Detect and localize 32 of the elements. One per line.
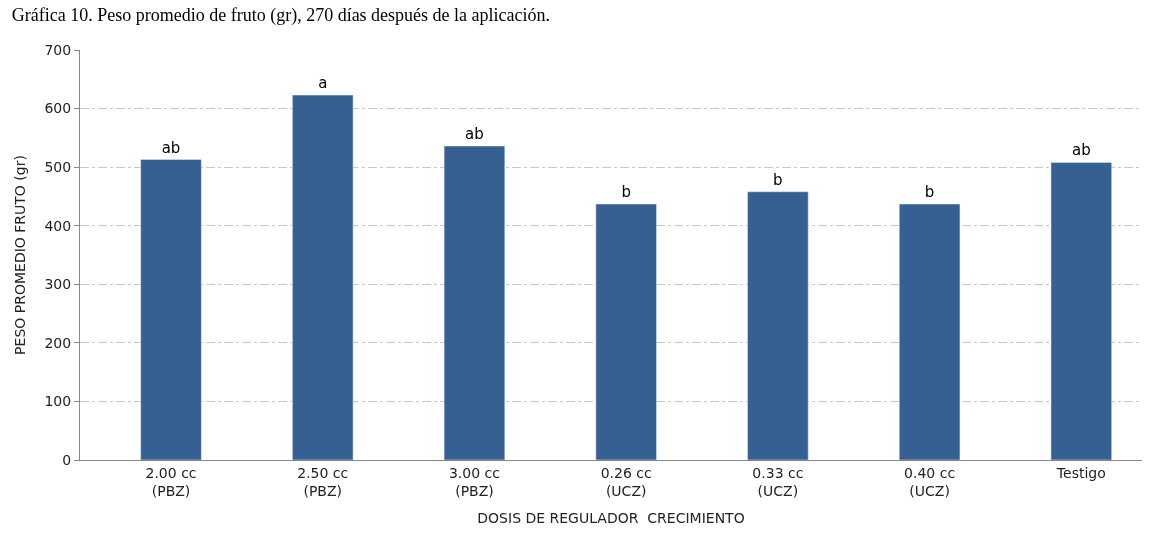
y-tick-label: 600	[44, 100, 72, 117]
x-tick-label: Testigo	[1055, 464, 1106, 481]
y-tick-label: 100	[44, 393, 72, 410]
y-tick-label: 700	[44, 41, 72, 58]
x-tick-label: 0.33 cc (UCZ)	[752, 464, 804, 499]
x-tick-label: 2.50 cc (PBZ)	[297, 464, 349, 499]
y-tick-label: 300	[44, 276, 72, 293]
y-tick-label: 500	[44, 159, 72, 176]
x-tick-label: 0.26 cc (UCZ)	[600, 464, 652, 499]
x-axis-title: DOSIS DE REGULADOR CRECIMIENTO	[477, 510, 745, 527]
x-tick-label: 2.00 cc (PBZ)	[145, 464, 197, 499]
y-axis-title: PESO PROMEDIO FRUTO (gr)	[12, 155, 29, 355]
x-tick-label: 0.40 cc (UCZ)	[904, 464, 956, 499]
data-label: b	[924, 183, 935, 202]
bar	[443, 145, 506, 460]
y-tick-label: 400	[44, 217, 72, 234]
y-tick-label: 0	[62, 451, 72, 468]
data-label: a	[318, 74, 328, 93]
data-label: ab	[1071, 141, 1091, 160]
x-tick-label: 3.00 cc (PBZ)	[448, 464, 500, 499]
bar	[747, 191, 809, 460]
bar	[140, 159, 202, 460]
bar	[1050, 162, 1112, 460]
bar	[292, 94, 354, 460]
data-label: b	[773, 170, 783, 189]
chart-title: Gráfica 10. Peso promedio de fruto (gr), 270 días después de la aplicación.	[11, 5, 551, 26]
bar	[899, 203, 961, 460]
y-tick-label: 200	[44, 334, 72, 351]
bar	[595, 203, 657, 460]
data-label: ab	[465, 125, 484, 144]
data-label: b	[621, 183, 631, 202]
data-label: ab	[161, 138, 181, 157]
